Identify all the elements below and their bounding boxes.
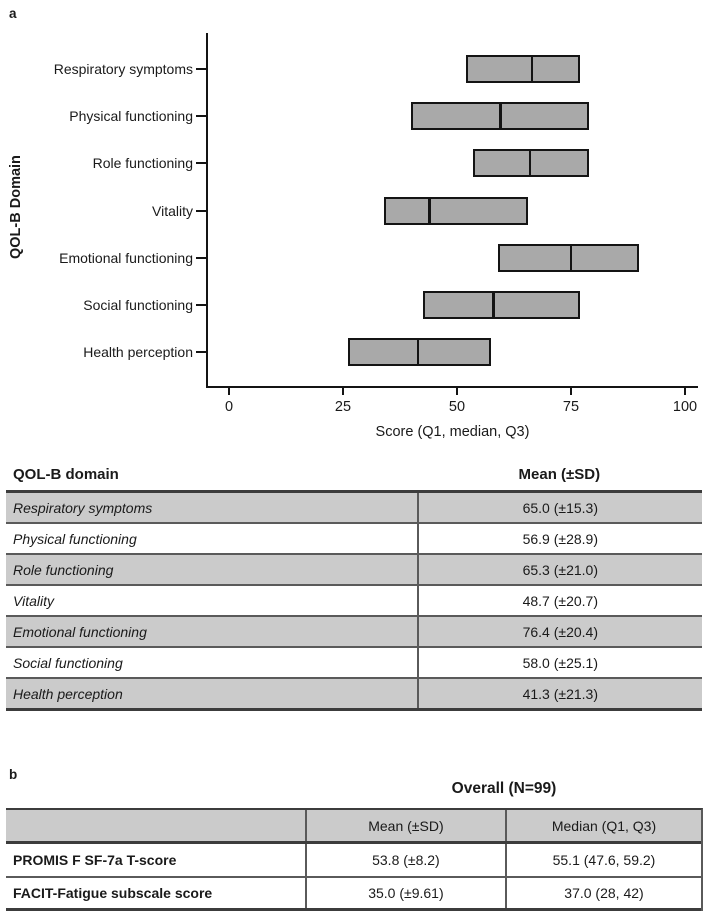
x-axis-tick-label: 25: [334, 399, 352, 415]
x-axis-tick-label: 0: [224, 399, 234, 415]
table-body: PROMIS F SF-7a T-score 53.8 (±8.2) 55.1 …: [6, 844, 701, 911]
domain-cell: Physical functioning: [13, 530, 137, 547]
measure-cell: PROMIS F SF-7a T-score: [13, 852, 177, 868]
mean-cell: 48.7 (±20.7): [416, 586, 702, 615]
domain-cell: Vitality: [13, 592, 54, 609]
domain-cell: Role functioning: [13, 561, 114, 578]
box-emotional-functioning: [498, 243, 640, 272]
table-header-row: QOL-B domain Mean (±SD): [6, 459, 702, 493]
table-row: Physical functioning 56.9 (±28.9): [6, 524, 702, 555]
category-label-respiratory-symptoms: Respiratory symptoms: [53, 61, 193, 77]
median-cell: 37.0 (28, 42): [505, 878, 701, 908]
y-axis-tick: [196, 351, 206, 354]
table-row: Health perception 41.3 (±21.3): [6, 679, 702, 711]
domain-cell: Social functioning: [13, 654, 123, 671]
mean-cell: 58.0 (±25.1): [416, 648, 702, 677]
median-line-emotional-functioning: [569, 243, 573, 272]
table-row: Role functioning 65.3 (±21.0): [6, 555, 702, 586]
x-axis-tick: [684, 386, 686, 395]
median-line-health-perception: [416, 338, 420, 367]
column-header-mean: Mean (±SD): [518, 466, 601, 483]
table-row: Respiratory symptoms 65.0 (±15.3): [6, 493, 702, 524]
table-row: PROMIS F SF-7a T-score 53.8 (±8.2) 55.1 …: [6, 844, 701, 878]
y-axis-tick: [196, 256, 206, 259]
x-axis-tick: [342, 386, 344, 395]
x-axis-tick: [570, 386, 572, 395]
table-row: Emotional functioning 76.4 (±20.4): [6, 617, 702, 648]
panel-a-label: a: [9, 6, 17, 21]
x-axis-tick: [456, 386, 458, 395]
column-header-empty: [6, 810, 305, 841]
table-row: FACIT-Fatigue subscale score 35.0 (±9.61…: [6, 878, 701, 911]
x-axis-title: Score (Q1, median, Q3): [375, 424, 530, 440]
measure-cell: FACIT-Fatigue subscale score: [13, 885, 213, 901]
category-label-physical-functioning: Physical functioning: [69, 108, 193, 125]
table-body: Respiratory symptoms 65.0 (±15.3) Physic…: [6, 493, 702, 711]
box-respiratory-symptoms: [466, 55, 581, 83]
median-line-vitality: [428, 196, 431, 225]
boxplot-panel: QOL-B Domain Score (Q1, median, Q3) Resp…: [0, 0, 708, 455]
overall-n-title: Overall (N=99): [451, 780, 557, 797]
category-label-role-functioning: Role functioning: [92, 155, 193, 172]
median-line-respiratory-symptoms: [530, 55, 534, 83]
x-axis-tick-label: 75: [562, 399, 580, 415]
domain-cell: Health perception: [13, 685, 123, 702]
column-header-median: Median (Q1, Q3): [505, 810, 701, 841]
mean-cell: 56.9 (±28.9): [416, 524, 702, 553]
y-axis-tick: [196, 68, 206, 70]
domain-cell: Emotional functioning: [13, 623, 147, 640]
qolb-mean-table: QOL-B domain Mean (±SD) Respiratory symp…: [6, 459, 702, 711]
table-header-row: Mean (±SD) Median (Q1, Q3): [6, 810, 701, 844]
mean-cell: 76.4 (±20.4): [416, 617, 702, 646]
x-axis-line: [206, 386, 698, 388]
y-axis-tick: [196, 162, 206, 165]
x-axis-tick-label: 100: [672, 399, 698, 415]
box-social-functioning: [422, 290, 581, 319]
median-line-role-functioning: [528, 149, 532, 178]
median-cell: 55.1 (47.6, 59.2): [505, 844, 701, 876]
category-label-health-perception: Health perception: [83, 344, 193, 361]
y-axis-line: [206, 33, 208, 388]
median-line-social-functioning: [492, 290, 495, 319]
mean-cell: 41.3 (±21.3): [416, 679, 702, 708]
category-label-emotional-functioning: Emotional functioning: [59, 249, 193, 266]
table-row: Social functioning 58.0 (±25.1): [6, 648, 702, 679]
mean-cell: 53.8 (±8.2): [304, 844, 505, 876]
domain-cell: Respiratory symptoms: [13, 499, 153, 516]
column-header-domain: QOL-B domain: [13, 466, 119, 483]
x-axis-tick: [228, 386, 230, 395]
y-axis-tick: [196, 209, 206, 212]
column-header-mean: Mean (±SD): [304, 810, 505, 841]
x-axis-tick-label: 50: [448, 399, 466, 415]
category-label-vitality: Vitality: [152, 202, 193, 219]
table-row: Vitality 48.7 (±20.7): [6, 586, 702, 617]
category-label-social-functioning: Social functioning: [83, 296, 193, 313]
median-line-physical-functioning: [499, 102, 502, 131]
box-vitality: [384, 196, 528, 225]
fatigue-scores-table: Mean (±SD) Median (Q1, Q3) PROMIS F SF-7…: [6, 808, 703, 911]
mean-cell: 65.3 (±21.0): [416, 555, 702, 584]
panel-b-label: b: [9, 767, 18, 782]
mean-cell: 65.0 (±15.3): [416, 493, 702, 522]
y-axis-tick: [196, 115, 206, 118]
y-axis-tick: [196, 303, 206, 306]
mean-cell: 35.0 (±9.61): [304, 878, 505, 908]
